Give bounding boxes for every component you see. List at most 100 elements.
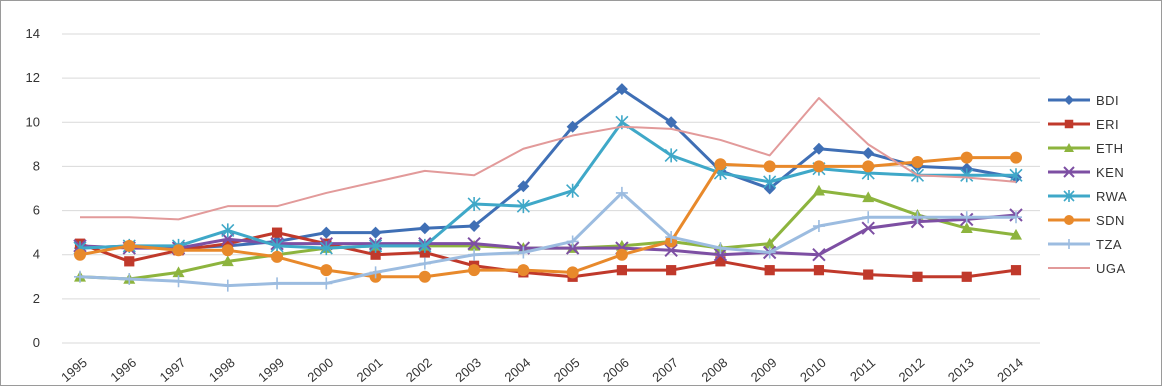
series-line xyxy=(79,191,1016,288)
data-point xyxy=(713,248,728,262)
data-point xyxy=(664,148,678,163)
data-point xyxy=(862,160,875,173)
data-point xyxy=(1010,228,1022,240)
data-point xyxy=(960,222,973,234)
y-tick-label: 12 xyxy=(26,70,40,85)
legend: BDI ERI ETH KEN RWA SDN TZA UGA xyxy=(1048,93,1127,276)
y-tick-label: 6 xyxy=(33,203,40,218)
series-tza xyxy=(74,186,1022,292)
data-point xyxy=(615,248,628,261)
data-point xyxy=(221,255,234,267)
data-point xyxy=(862,147,875,160)
data-point xyxy=(1063,166,1075,178)
series-line xyxy=(79,120,1016,250)
legend-item-rwa: RWA xyxy=(1048,189,1127,204)
data-point xyxy=(319,241,333,256)
legend-label: KEN xyxy=(1096,165,1124,180)
legend-label: SDN xyxy=(1096,213,1125,228)
data-point xyxy=(418,238,432,253)
legend-label: ETH xyxy=(1096,141,1124,156)
x-tick-label: 2002 xyxy=(403,355,435,385)
legend-item-ken: KEN xyxy=(1048,165,1124,180)
data-point xyxy=(763,246,776,259)
data-point xyxy=(221,279,234,292)
data-point xyxy=(812,160,825,173)
x-tick-label: 2001 xyxy=(354,355,386,385)
data-point xyxy=(468,264,481,277)
x-tick-label: 2007 xyxy=(649,355,681,385)
data-point xyxy=(1064,95,1074,105)
x-tick-label: 2014 xyxy=(994,355,1026,385)
data-point xyxy=(566,235,579,248)
data-point xyxy=(369,266,382,279)
y-tick-label: 0 xyxy=(33,335,40,350)
data-point xyxy=(1064,239,1074,249)
data-point xyxy=(468,220,481,233)
legend-label: ERI xyxy=(1096,117,1119,132)
data-point xyxy=(664,243,678,258)
series-line xyxy=(80,97,1017,221)
data-point xyxy=(222,238,233,249)
data-point xyxy=(517,264,530,277)
data-point xyxy=(1009,168,1023,183)
data-point xyxy=(1010,211,1022,224)
x-tick-label: 2011 xyxy=(847,355,878,384)
legend-label: BDI xyxy=(1096,93,1119,108)
legend-label: RWA xyxy=(1096,189,1127,204)
data-point xyxy=(370,249,381,260)
data-point xyxy=(763,160,776,173)
y-axis-ticks: 0 2 4 6 8 10 12 14 xyxy=(26,26,40,350)
y-tick-label: 4 xyxy=(33,247,40,262)
legend-item-eth: ETH xyxy=(1048,141,1124,156)
data-point xyxy=(516,199,530,214)
data-point xyxy=(1063,190,1075,202)
data-point xyxy=(1064,215,1074,225)
data-point xyxy=(812,184,825,196)
gridlines xyxy=(62,33,1040,344)
data-point xyxy=(271,227,283,238)
data-point xyxy=(221,223,235,238)
data-point xyxy=(961,271,972,282)
data-point xyxy=(764,265,775,276)
data-point xyxy=(172,275,185,288)
data-point xyxy=(320,264,333,277)
data-point xyxy=(763,237,776,249)
x-tick-label: 1998 xyxy=(206,355,238,385)
x-tick-label: 1997 xyxy=(157,355,189,385)
data-point xyxy=(1010,265,1022,276)
x-tick-label: 2010 xyxy=(797,355,829,385)
legend-item-eri: ERI xyxy=(1048,117,1119,132)
data-point xyxy=(812,220,825,233)
data-point xyxy=(468,248,481,261)
data-point xyxy=(467,236,481,251)
x-tick-label: 2009 xyxy=(748,355,780,385)
series-line xyxy=(79,213,1017,257)
data-point xyxy=(665,116,678,129)
series-sdn xyxy=(74,151,1022,283)
x-tick-label: 2012 xyxy=(896,355,928,385)
legend-label: TZA xyxy=(1096,237,1122,252)
data-point xyxy=(714,242,727,255)
data-point xyxy=(813,265,825,276)
data-point xyxy=(960,151,973,164)
data-point xyxy=(863,269,874,280)
data-point xyxy=(221,244,234,257)
x-tick-label: 2008 xyxy=(699,355,731,385)
data-point xyxy=(517,180,530,193)
data-point xyxy=(763,174,777,189)
legend-item-uga: UGA xyxy=(1048,261,1125,276)
data-point xyxy=(912,271,923,282)
data-point xyxy=(911,156,924,169)
data-point xyxy=(812,142,825,155)
plot-area xyxy=(73,83,1023,292)
x-tick-label: 1995 xyxy=(58,355,90,385)
series-rwa xyxy=(73,115,1023,256)
data-point xyxy=(369,226,382,239)
data-point xyxy=(271,277,284,290)
data-point xyxy=(616,265,627,276)
data-point xyxy=(320,226,333,239)
data-point xyxy=(714,158,727,171)
legend-item-bdi: BDI xyxy=(1048,93,1119,108)
